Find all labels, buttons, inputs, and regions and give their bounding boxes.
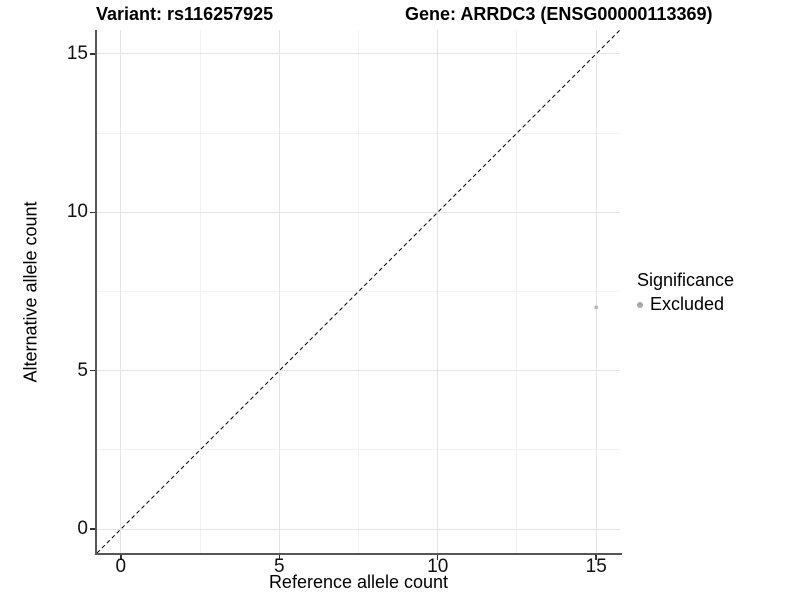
gridline-horizontal-major — [97, 211, 620, 213]
legend-item-label: Excluded — [650, 294, 725, 314]
y-axis-title: Alternative allele count — [20, 201, 41, 383]
legend: Significance Excluded — [637, 270, 734, 315]
x-tick-mark — [595, 555, 597, 560]
gridline-vertical-major — [437, 30, 439, 553]
plot-panel — [97, 30, 620, 553]
y-tick-label: 15 — [66, 42, 88, 64]
gridline-horizontal-major — [97, 53, 620, 55]
gridline-vertical-major — [595, 30, 597, 553]
plot-layer — [97, 30, 620, 553]
data-point — [594, 305, 599, 310]
x-axis-title: Reference allele count — [268, 572, 449, 592]
plot-title-variant: Variant: rs116257925 — [96, 4, 274, 24]
gridline-horizontal-minor — [97, 291, 620, 292]
x-tick-label: 10 — [427, 556, 449, 577]
gridline-horizontal-major — [97, 370, 620, 372]
plot-title-gene: Gene: ARRDC3 (ENSG00000113369) — [405, 4, 713, 24]
x-tick-label: 0 — [115, 556, 127, 577]
x-tick-mark — [278, 555, 280, 560]
legend-title: Significance — [637, 270, 735, 290]
x-axis-line — [95, 553, 622, 555]
y-tick-label: 0 — [77, 518, 88, 540]
legend-key-dot-icon — [637, 301, 643, 308]
y-tick-mark — [90, 369, 95, 372]
y-tick-label: 10 — [66, 201, 88, 223]
gridline-horizontal-minor — [97, 132, 620, 134]
y-tick-mark — [90, 528, 95, 530]
x-tick-mark — [120, 555, 122, 560]
gridline-vertical-minor — [516, 30, 518, 553]
gridline-vertical-major — [120, 30, 122, 553]
legend-item-excluded: Excluded — [637, 294, 734, 315]
identity-line — [97, 30, 620, 553]
x-tick-mark — [436, 555, 439, 560]
y-axis-line — [95, 30, 97, 555]
y-tick-label: 5 — [77, 359, 88, 381]
y-tick-mark — [90, 211, 95, 213]
x-tick-label: 5 — [273, 556, 285, 577]
gridline-horizontal-major — [97, 528, 620, 530]
x-tick-label: 15 — [585, 556, 607, 577]
y-tick-mark — [90, 53, 95, 55]
gridline-vertical-major — [278, 30, 280, 553]
